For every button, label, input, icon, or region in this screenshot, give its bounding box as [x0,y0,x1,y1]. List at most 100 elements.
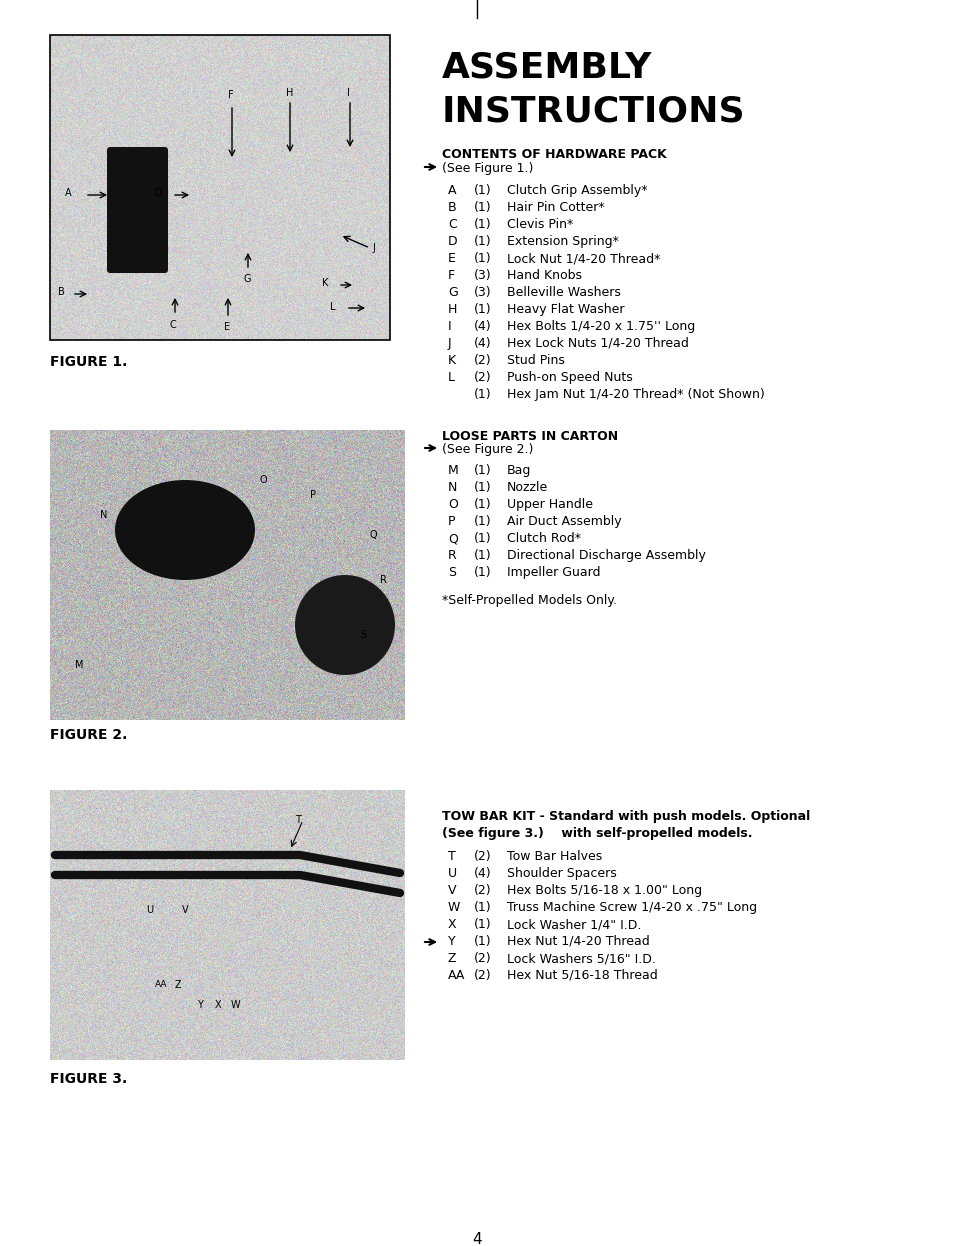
Text: Hex Jam Nut 1/4-20 Thread* (Not Shown): Hex Jam Nut 1/4-20 Thread* (Not Shown) [506,388,764,401]
Text: Z: Z [448,952,456,964]
Text: (1): (1) [474,464,491,477]
Text: W: W [230,1001,239,1011]
Text: P: P [448,515,455,528]
Text: Tow Bar Halves: Tow Bar Halves [506,850,601,863]
Text: M: M [75,660,84,670]
Text: R: R [448,549,456,562]
Text: 4: 4 [472,1232,481,1246]
Text: Stud Pins: Stud Pins [506,354,564,368]
Text: G: G [244,274,252,284]
Text: AA: AA [448,969,465,982]
Text: (2): (2) [474,354,491,368]
Text: H: H [286,88,294,98]
Text: (1): (1) [474,201,491,214]
Text: V: V [448,883,456,897]
Text: (1): (1) [474,303,491,316]
Text: Push-on Speed Nuts: Push-on Speed Nuts [506,371,632,384]
Text: B: B [58,287,65,297]
Text: (2): (2) [474,952,491,964]
Text: Clutch Grip Assembly*: Clutch Grip Assembly* [506,184,647,197]
Text: D: D [154,188,162,198]
Text: (2): (2) [474,969,491,982]
Text: F: F [228,90,233,100]
Text: Lock Nut 1/4-20 Thread*: Lock Nut 1/4-20 Thread* [506,252,659,265]
Text: Hex Lock Nuts 1/4-20 Thread: Hex Lock Nuts 1/4-20 Thread [506,336,688,350]
Text: (1): (1) [474,566,491,579]
Text: E: E [224,321,230,331]
Text: (1): (1) [474,498,491,511]
Text: AA: AA [154,981,168,989]
Text: Clutch Rod*: Clutch Rod* [506,532,580,545]
Text: (4): (4) [474,336,491,350]
Text: C: C [448,218,456,231]
Text: Hair Pin Cotter*: Hair Pin Cotter* [506,201,604,214]
Text: Truss Machine Screw 1/4-20 x .75" Long: Truss Machine Screw 1/4-20 x .75" Long [506,901,757,915]
Text: A: A [448,184,456,197]
Text: N: N [448,481,456,493]
Text: P: P [310,490,315,500]
Text: Hex Bolts 1/4-20 x 1.75'' Long: Hex Bolts 1/4-20 x 1.75'' Long [506,320,695,333]
Text: Upper Handle: Upper Handle [506,498,593,511]
Text: FIGURE 3.: FIGURE 3. [50,1072,127,1087]
Text: G: G [448,287,457,299]
Text: Q: Q [370,530,377,540]
Text: I: I [448,320,451,333]
Text: (1): (1) [474,549,491,562]
Text: W: W [448,901,460,915]
Text: Y: Y [197,1001,203,1011]
Text: Y: Y [448,934,456,948]
Text: Hex Bolts 5/16-18 x 1.00" Long: Hex Bolts 5/16-18 x 1.00" Long [506,883,701,897]
Text: Impeller Guard: Impeller Guard [506,566,599,579]
Text: Shoulder Spacers: Shoulder Spacers [506,867,616,880]
Text: X: X [214,1001,221,1011]
Text: Belleville Washers: Belleville Washers [506,287,620,299]
Text: Heavy Flat Washer: Heavy Flat Washer [506,303,624,316]
Text: Nozzle: Nozzle [506,481,548,493]
Text: (1): (1) [474,918,491,931]
Text: Hand Knobs: Hand Knobs [506,269,581,282]
Text: J: J [372,243,375,253]
Text: D: D [448,235,457,248]
Text: X: X [448,918,456,931]
Text: F: F [448,269,455,282]
Text: A: A [65,188,71,198]
Text: (See Figure 1.): (See Figure 1.) [441,162,533,174]
Text: T: T [448,850,456,863]
Text: (1): (1) [474,388,491,401]
Text: H: H [448,303,456,316]
Text: Bag: Bag [506,464,531,477]
Text: Z: Z [174,981,181,991]
Text: L: L [448,371,455,384]
Text: O: O [448,498,457,511]
Text: (1): (1) [474,934,491,948]
Text: (1): (1) [474,481,491,493]
Text: (1): (1) [474,901,491,915]
Text: V: V [181,905,188,915]
Text: M: M [448,464,458,477]
Text: (1): (1) [474,218,491,231]
Text: B: B [448,201,456,214]
Text: Lock Washer 1/4" I.D.: Lock Washer 1/4" I.D. [506,918,640,931]
Ellipse shape [115,480,254,579]
Text: O: O [260,475,268,485]
Text: Lock Washers 5/16" I.D.: Lock Washers 5/16" I.D. [506,952,656,964]
Text: (1): (1) [474,532,491,545]
Text: (2): (2) [474,371,491,384]
Text: (4): (4) [474,867,491,880]
Text: ASSEMBLY: ASSEMBLY [441,50,652,83]
Text: U: U [146,905,153,915]
Text: (1): (1) [474,252,491,265]
Text: N: N [100,510,108,520]
Text: (3): (3) [474,287,491,299]
Text: Hex Nut 5/16-18 Thread: Hex Nut 5/16-18 Thread [506,969,657,982]
Text: S: S [359,630,366,640]
Text: INSTRUCTIONS: INSTRUCTIONS [441,95,745,130]
Text: I: I [347,88,350,98]
Circle shape [294,574,395,675]
Text: TOW BAR KIT - Standard with push models. Optional: TOW BAR KIT - Standard with push models.… [441,810,809,824]
Text: S: S [448,566,456,579]
Text: (See Figure 2.): (See Figure 2.) [441,444,533,456]
Text: (See figure 3.)    with self-propelled models.: (See figure 3.) with self-propelled mode… [441,827,752,840]
Text: K: K [322,278,328,288]
Text: CONTENTS OF HARDWARE PACK: CONTENTS OF HARDWARE PACK [441,148,666,161]
